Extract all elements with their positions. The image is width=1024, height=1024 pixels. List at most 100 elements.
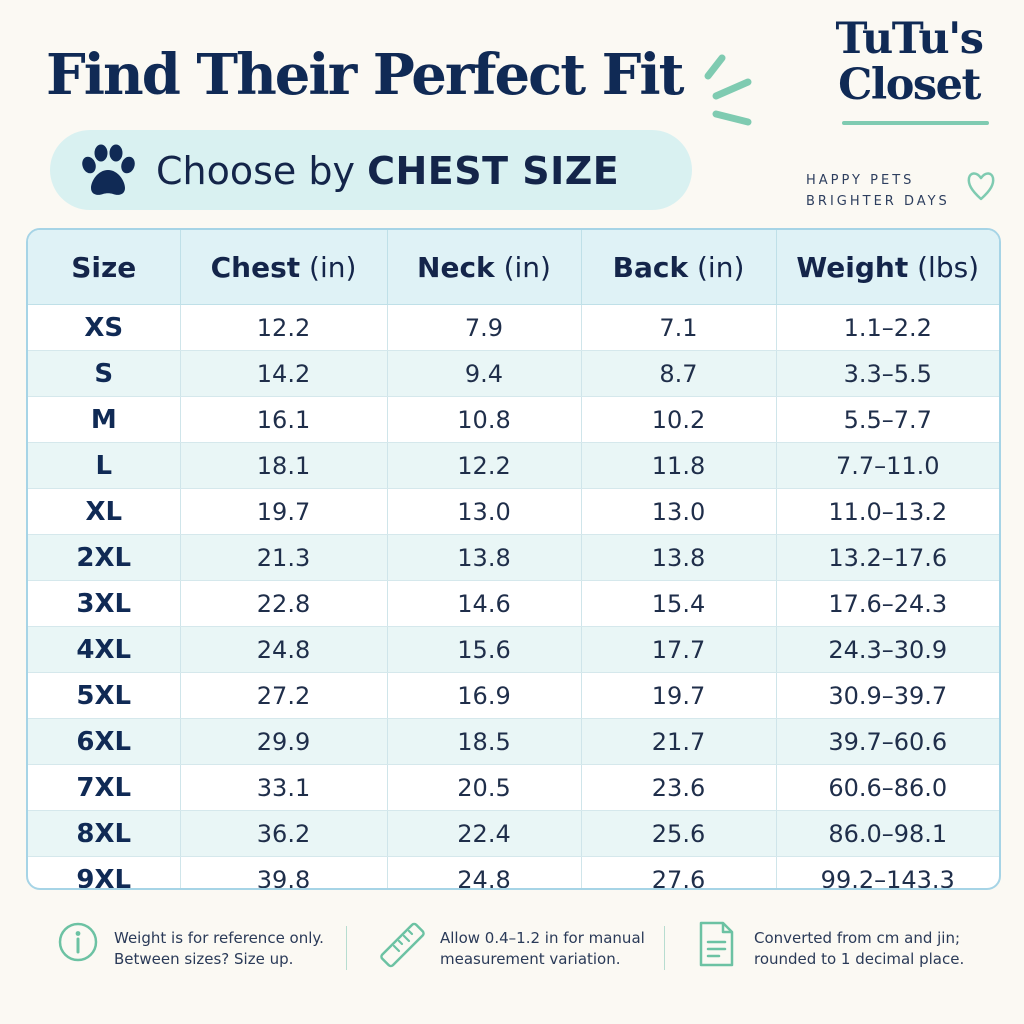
sparkle-lines-icon	[704, 54, 752, 126]
neck-cell: 20.5	[387, 764, 582, 811]
chest-cell: 16.1	[180, 396, 388, 443]
chest-cell: 12.2	[180, 304, 388, 351]
neck-cell: 13.0	[387, 488, 582, 535]
chest-cell: 18.1	[180, 442, 388, 489]
chest-cell: 24.8	[180, 626, 388, 673]
divider	[346, 926, 347, 970]
weight-cell: 86.0–98.1	[776, 810, 999, 857]
neck-cell: 16.9	[387, 672, 582, 719]
table-header-row: Size Chest (in) Neck (in) Back (in) Weig…	[28, 230, 999, 305]
header-back: Back (in)	[581, 230, 777, 305]
header-unit: (in)	[494, 250, 551, 284]
note-line: measurement variation.	[440, 950, 621, 968]
table-row: S 14.2 9.4 8.7 3.3–5.5	[28, 350, 999, 397]
size-cell: XS	[28, 304, 181, 351]
chest-size-banner: Choose by CHEST SIZE	[50, 130, 692, 210]
brand-tagline: HAPPY PETS BRIGHTER DAYS	[806, 170, 950, 212]
tagline-line1: HAPPY PETS	[806, 173, 915, 188]
back-cell: 25.6	[581, 810, 777, 857]
back-cell: 23.6	[581, 764, 777, 811]
brand-logo: TuTu's Closet	[824, 16, 994, 108]
back-cell: 17.7	[581, 626, 777, 673]
neck-cell: 18.5	[387, 718, 582, 765]
size-cell: 5XL	[28, 672, 181, 719]
table-row: 4XL 24.8 15.6 17.7 24.3–30.9	[28, 626, 999, 673]
table-row: 9XL 39.8 24.8 27.6 99.2–143.3	[28, 856, 999, 890]
table-row: 8XL 36.2 22.4 25.6 86.0–98.1	[28, 810, 999, 857]
size-cell: L	[28, 442, 181, 489]
neck-cell: 7.9	[387, 304, 582, 351]
table-row: XS 12.2 7.9 7.1 1.1–2.2	[28, 304, 999, 351]
document-icon	[699, 921, 734, 967]
neck-cell: 14.6	[387, 580, 582, 627]
table-row: 2XL 21.3 13.8 13.8 13.2–17.6	[28, 534, 999, 581]
table-row: 3XL 22.8 14.6 15.4 17.6–24.3	[28, 580, 999, 627]
header-chest: Chest (in)	[180, 230, 388, 305]
chest-cell: 22.8	[180, 580, 388, 627]
back-cell: 8.7	[581, 350, 777, 397]
size-cell: 2XL	[28, 534, 181, 581]
header-unit: (in)	[300, 250, 357, 284]
weight-cell: 39.7–60.6	[776, 718, 999, 765]
size-chart-table: Size Chest (in) Neck (in) Back (in) Weig…	[26, 228, 1001, 890]
size-cell: 7XL	[28, 764, 181, 811]
weight-cell: 99.2–143.3	[820, 865, 955, 890]
back-cell: 21.7	[581, 718, 777, 765]
note-text: Allow 0.4–1.2 in for manual measurement …	[440, 928, 645, 970]
chest-cell: 29.9	[180, 718, 388, 765]
heart-icon	[967, 172, 995, 201]
size-cell: 9XL	[28, 856, 181, 888]
brand-line2: Closet	[838, 60, 981, 110]
weight-cell: 3.3–5.5	[776, 350, 999, 397]
weight-cell: 24.3–30.9	[776, 626, 999, 673]
chest-cell: 14.2	[180, 350, 388, 397]
note-line: Converted from cm and jin;	[754, 929, 961, 947]
brand-underline	[842, 121, 989, 125]
note-text: Weight is for reference only. Between si…	[114, 928, 324, 970]
paw-icon	[82, 144, 135, 195]
chest-cell: 19.7	[180, 488, 388, 535]
neck-cell: 13.8	[387, 534, 582, 581]
chest-size-heading: Choose by CHEST SIZE	[156, 149, 619, 193]
weight-cell: 30.9–39.7	[776, 672, 999, 719]
size-cell: 6XL	[28, 718, 181, 765]
neck-cell: 9.4	[387, 350, 582, 397]
size-cell: S	[28, 350, 181, 397]
header-unit: (in)	[688, 250, 745, 284]
weight-cell: 13.2–17.6	[776, 534, 999, 581]
back-cell: 19.7	[581, 672, 777, 719]
page-title: Find Their Perfect Fit	[46, 42, 685, 108]
table-row: XL 19.7 13.0 13.0 11.0–13.2	[28, 488, 999, 535]
header-neck: Neck (in)	[387, 230, 582, 305]
back-cell: 15.4	[581, 580, 777, 627]
weight-cell: 11.0–13.2	[776, 488, 999, 535]
back-cell: 11.8	[581, 442, 777, 489]
neck-cell: 12.2	[387, 442, 582, 489]
back-cell: 10.2	[581, 396, 777, 443]
info-icon	[58, 922, 98, 962]
note-line: Between sizes? Size up.	[114, 950, 294, 968]
footer-notes: Weight is for reference only. Between si…	[30, 918, 994, 978]
back-cell: 27.6	[581, 856, 777, 888]
neck-cell: 15.6	[387, 626, 582, 673]
weight-cell: 17.6–24.3	[776, 580, 999, 627]
back-cell: 13.8	[581, 534, 777, 581]
back-cell: 13.0	[581, 488, 777, 535]
header-label: Weight	[796, 250, 909, 284]
table-row: 5XL 27.2 16.9 19.7 30.9–39.7	[28, 672, 999, 719]
table-row: 6XL 29.9 18.5 21.7 39.7–60.6	[28, 718, 999, 765]
table-row: M 16.1 10.8 10.2 5.5–7.7	[28, 396, 999, 443]
note-text: Converted from cm and jin; rounded to 1 …	[754, 928, 964, 970]
weight-cell: 7.7–11.0	[776, 442, 999, 489]
ruler-icon	[380, 922, 425, 968]
chest-cell: 27.2	[180, 672, 388, 719]
weight-cell: 5.5–7.7	[776, 396, 999, 443]
size-cell: 8XL	[28, 810, 181, 857]
neck-cell: 10.8	[387, 396, 582, 443]
table-row: 7XL 33.1 20.5 23.6 60.6–86.0	[28, 764, 999, 811]
note-line: Allow 0.4–1.2 in for manual	[440, 929, 645, 947]
header-weight: Weight (lbs)	[776, 230, 999, 305]
chest-cell: 39.8	[180, 856, 388, 888]
subtitle-emphasis: CHEST SIZE	[367, 149, 620, 193]
divider	[664, 926, 665, 970]
